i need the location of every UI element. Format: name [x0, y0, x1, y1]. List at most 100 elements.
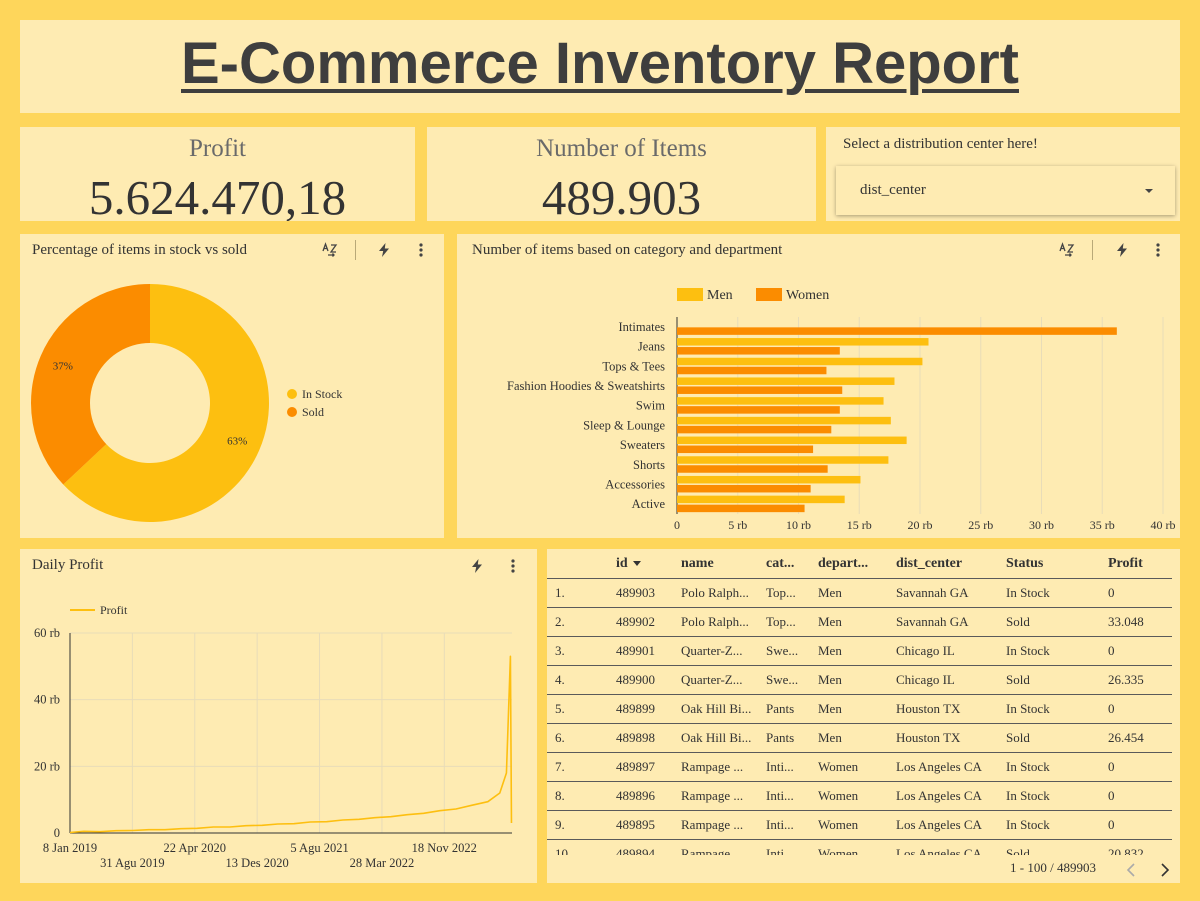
pie-slice — [31, 284, 150, 485]
table-row: 2. 489902 Polo Ralph... Top... Men Savannah G… — [547, 607, 1172, 637]
table-cell: Top... — [758, 578, 810, 608]
table-cell: In Stock — [998, 636, 1100, 666]
filter-label: Select a distribution center here! — [843, 136, 1038, 152]
y-tick-label: Shorts — [633, 458, 665, 472]
y-tick-label: 60 rb — [34, 626, 60, 640]
table-cell: 0 — [1100, 636, 1172, 666]
table-cell: 0 — [1100, 781, 1172, 811]
donut-chart: 63% In Stock 37% Sold — [31, 284, 342, 522]
row-number: 2. — [547, 607, 608, 637]
table-cell: Savannah GA — [888, 607, 998, 637]
filter-panel: Select a distribution center here! dist_… — [826, 127, 1180, 221]
table-cell: Men — [810, 665, 888, 695]
prev-page[interactable] — [1124, 862, 1138, 878]
table-cell: In Stock — [998, 694, 1100, 724]
table-cell: 33.048 — [1100, 607, 1172, 637]
table-cell: Pants — [758, 723, 810, 753]
page-title: E-Commerce Inventory Report — [181, 31, 1019, 96]
row-number-header — [547, 549, 608, 579]
column-header[interactable]: cat... — [766, 555, 795, 571]
table-cell: 0 — [1100, 694, 1172, 724]
table-cell: Quarter-Z... — [673, 636, 758, 666]
bar — [677, 504, 805, 513]
table-cell: Polo Ralph... — [673, 607, 758, 637]
bar-chart: 0 5 rb 10 rb 15 rb 20 rb 25 rb 30 rb 35 rb 40 rb… — [507, 288, 1176, 532]
pie-slice — [63, 284, 270, 522]
table-cell: Pants — [758, 694, 810, 724]
table-cell: Chicago IL — [888, 665, 998, 695]
bar — [677, 397, 884, 405]
column-header[interactable]: id — [608, 549, 673, 579]
table-cell: Men — [810, 636, 888, 666]
row-number: 9. — [547, 810, 608, 840]
scorecard: Number of Items 489.903 — [427, 127, 816, 221]
separator — [1092, 240, 1093, 260]
table-row: 3. 489901 Quarter-Z... Swe... Men Chicago IL I… — [547, 636, 1172, 666]
dropdown-value: dist_center — [860, 182, 926, 198]
bar — [677, 495, 845, 504]
table-cell: Men — [810, 723, 888, 753]
y-tick-label: 20 rb — [34, 759, 60, 773]
table-cell: In Stock — [998, 578, 1100, 608]
table-cell: Women — [810, 839, 888, 855]
table-cell: Women — [810, 781, 888, 811]
table-cell: 489897 — [608, 752, 673, 782]
table-cell: Swe... — [758, 636, 810, 666]
table-cell: Top... — [758, 607, 810, 637]
row-number: 6. — [547, 723, 608, 753]
table-row: 10. 489894 Rampage ... Inti... Women Los Ange… — [547, 839, 1172, 855]
bar — [677, 327, 1117, 335]
table-cell: In Stock — [998, 781, 1100, 811]
bar — [677, 338, 929, 346]
bar — [677, 406, 840, 414]
table-cell: 26.335 — [1100, 665, 1172, 695]
y-tick-label: 40 rb — [34, 693, 60, 707]
table-cell: Swe... — [758, 665, 810, 695]
table-row: 4. 489900 Quarter-Z... Swe... Men Chicago IL S… — [547, 665, 1172, 695]
column-header[interactable]: name — [681, 555, 714, 571]
table-cell: Inti... — [758, 839, 810, 855]
bar — [677, 436, 907, 445]
column-header[interactable]: Status — [1006, 555, 1044, 571]
column-header[interactable]: Profit — [1108, 555, 1143, 571]
table-cell: Oak Hill Bi... — [673, 694, 758, 724]
data-label: 63% — [227, 436, 247, 448]
bar — [677, 416, 891, 425]
sort-arrow — [632, 560, 641, 566]
chart-panel: Daily Profit 0 20 rb 40 rb 60 rb 8 Jan 2019 3… — [20, 549, 537, 883]
column-header[interactable]: dist_center — [896, 555, 963, 571]
x-tick-label: 13 Des 2020 — [226, 856, 289, 870]
data-table: id name cat... depart... dist_center Status Pr… — [547, 549, 1172, 855]
bar — [677, 357, 923, 366]
row-number: 5. — [547, 694, 608, 724]
bar — [677, 386, 843, 394]
table-row: 9. 489895 Rampage ... Inti... Women Los Angel… — [547, 810, 1172, 840]
dropdown[interactable]: dist_center — [836, 166, 1175, 215]
x-tick-label: 28 Mar 2022 — [350, 856, 415, 870]
table-cell: In Stock — [998, 810, 1100, 840]
x-tick-label: 10 rb — [786, 518, 811, 532]
table-cell: Women — [810, 752, 888, 782]
y-tick-label: Tops & Tees — [602, 359, 665, 373]
pagination-label: 1 - 100 / 489903 — [1010, 860, 1096, 875]
table-cell: Los Angeles CA — [888, 781, 998, 811]
x-tick-label: 22 Apr 2020 — [164, 841, 227, 855]
row-number: 4. — [547, 665, 608, 695]
chart-panel: Number of items based on category and de… — [457, 234, 1180, 538]
column-header[interactable]: depart... — [818, 555, 869, 571]
table-cell: 489903 — [608, 578, 673, 608]
bar — [677, 456, 889, 464]
table-cell: Chicago IL — [888, 636, 998, 666]
bar — [677, 347, 840, 355]
y-tick-label: Sleep & Lounge — [583, 418, 665, 432]
legend-label: Women — [786, 288, 829, 303]
next-page[interactable] — [1158, 862, 1172, 878]
header-panel: E-Commerce Inventory Report — [20, 20, 1180, 113]
x-tick-label: 8 Jan 2019 — [43, 841, 97, 855]
table-cell: Rampage ... — [673, 839, 758, 855]
y-tick-label: 0 — [54, 826, 60, 840]
table-cell: Rampage ... — [673, 752, 758, 782]
table-cell: 489902 — [608, 607, 673, 637]
line-series — [69, 655, 513, 834]
table-cell: Inti... — [758, 810, 810, 840]
